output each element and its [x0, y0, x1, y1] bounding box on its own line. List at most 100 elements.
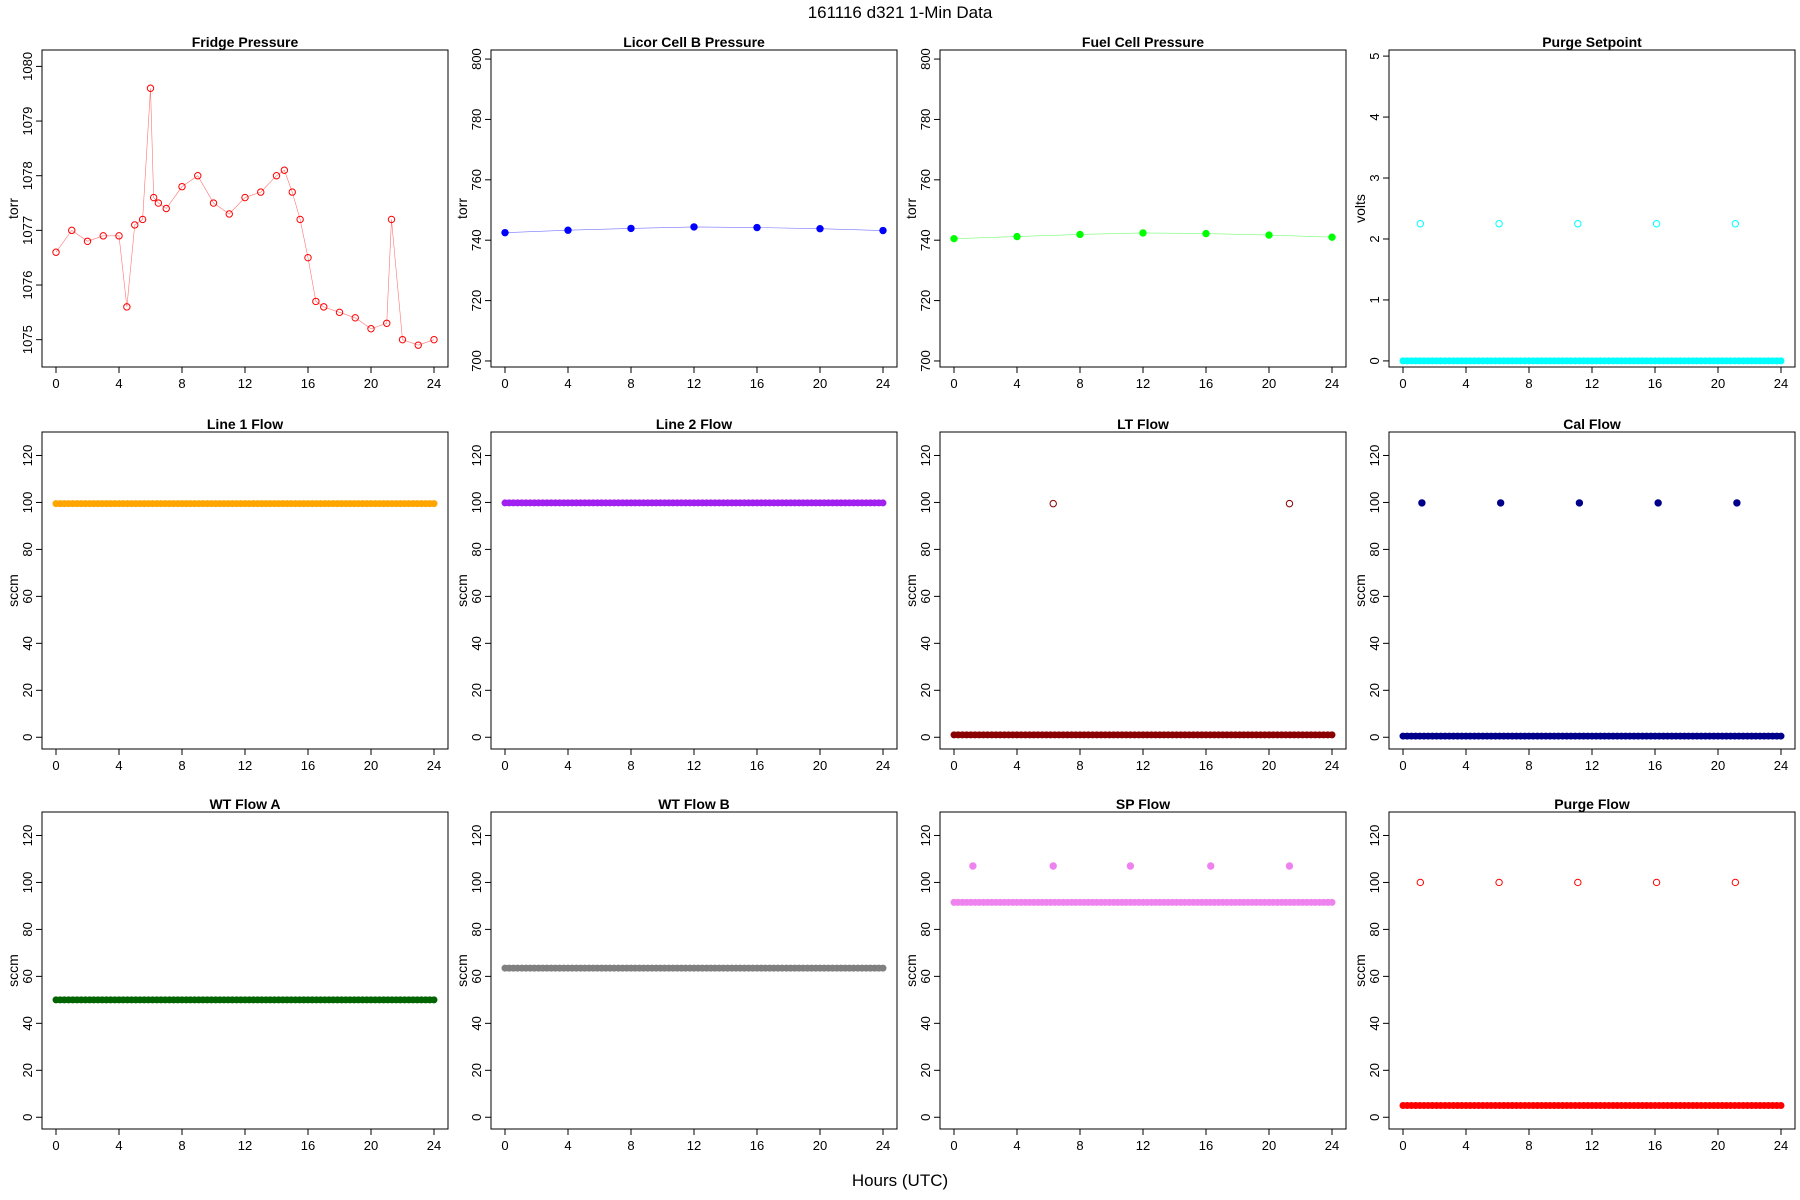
- x-tick-label: 20: [813, 376, 827, 391]
- data-point: [1428, 1102, 1436, 1110]
- x-tick-label: 8: [1076, 758, 1083, 773]
- data-point: [1500, 1102, 1508, 1110]
- x-tick-label: 0: [52, 1138, 59, 1153]
- data-point: [296, 215, 304, 224]
- data-point: [1135, 731, 1143, 739]
- data-point: [1068, 731, 1076, 739]
- data-point: [1659, 1102, 1667, 1110]
- y-tick-label: 40: [20, 636, 35, 650]
- data-point: [1739, 357, 1747, 365]
- data-point: [1416, 1102, 1424, 1110]
- panel-2: Licor Cell B Pressure torr 700 720 740 760 780…: [454, 34, 898, 391]
- x-tick-label: 20: [813, 1138, 827, 1153]
- data-point: [1626, 1102, 1634, 1110]
- data-point: [1089, 731, 1097, 739]
- data-point: [1748, 357, 1756, 365]
- data-point: [1777, 1102, 1785, 1110]
- y-tick-label: 740: [469, 229, 484, 251]
- data-point: [1643, 1102, 1651, 1110]
- data-point: [131, 221, 139, 229]
- data-point: [1487, 1102, 1495, 1110]
- y-tick-label: 20: [918, 683, 933, 697]
- data-point: [1248, 731, 1256, 739]
- data-point: [123, 303, 131, 311]
- x-tick-label: 4: [1462, 758, 1469, 773]
- data-point: [1680, 1102, 1688, 1110]
- data-point: [1655, 1102, 1663, 1110]
- y-tick-label: 80: [469, 542, 484, 556]
- panel-11: SP Flow sccm 0 20 40 60 80 100 120 0 4 8 12 16 20 24: [903, 796, 1347, 1153]
- data-point: [1773, 357, 1781, 365]
- y-axis-label: torr: [454, 198, 470, 219]
- plot-frame: [939, 49, 1347, 368]
- data-point: [1718, 357, 1726, 365]
- data-point: [1777, 357, 1785, 365]
- data-trend: [55, 88, 435, 346]
- x-tick-label: 24: [1325, 1138, 1339, 1153]
- y-tick-label: 20: [1367, 1063, 1382, 1077]
- x-tick-label: 16: [1648, 376, 1662, 391]
- data-point: [1559, 1102, 1567, 1110]
- data-point: [1563, 1102, 1571, 1110]
- data-point: [1164, 731, 1172, 739]
- panel-title: Licor Cell B Pressure: [623, 34, 765, 50]
- x-tick-label: 20: [1262, 758, 1276, 773]
- data-point: [1722, 357, 1730, 365]
- data-point: [1701, 357, 1709, 365]
- x-tick-label: 24: [1774, 758, 1788, 773]
- x-tick-label: 8: [178, 1138, 185, 1153]
- y-tick-label: 20: [469, 683, 484, 697]
- x-tick-label: 8: [178, 758, 185, 773]
- y-tick-label: 60: [1367, 589, 1382, 603]
- x-tick-label: 20: [1262, 1138, 1276, 1153]
- y-tick-label: 5: [1367, 52, 1382, 59]
- data-point: [1126, 862, 1135, 870]
- panel-1: Fridge Pressure torr 1075 1076 1077 1078 1079 1…: [5, 34, 449, 391]
- x-tick-label: 24: [1774, 376, 1788, 391]
- data-point: [1320, 731, 1328, 739]
- x-tick-label: 8: [178, 376, 185, 391]
- data-point: [1743, 1102, 1751, 1110]
- y-axis-label: sccm: [1352, 574, 1368, 607]
- y-axis-label: sccm: [1352, 954, 1368, 987]
- data-point: [335, 308, 344, 317]
- data-point: [1307, 731, 1315, 739]
- panel-title: Fuel Cell Pressure: [1082, 34, 1204, 50]
- data-point: [1588, 1102, 1596, 1110]
- data-point: [1139, 731, 1147, 739]
- y-tick-label: 120: [1367, 825, 1382, 847]
- data-point: [83, 237, 92, 245]
- data-point: [1026, 731, 1034, 739]
- x-tick-label: 8: [627, 758, 634, 773]
- y-tick-label: 720: [918, 290, 933, 312]
- panel-title: WT Flow A: [209, 796, 280, 812]
- data-point: [1458, 357, 1466, 365]
- data-point: [1542, 357, 1550, 365]
- data-point: [1202, 731, 1210, 739]
- y-axis-label: sccm: [903, 574, 919, 607]
- data-point: [1584, 357, 1592, 365]
- x-tick-label: 16: [1199, 1138, 1213, 1153]
- y-tick-label: 0: [1367, 734, 1382, 741]
- data-point: [1739, 1102, 1747, 1110]
- data-point: [1512, 1102, 1520, 1110]
- data-point: [1718, 1102, 1726, 1110]
- data-point: [1244, 731, 1252, 739]
- data-point: [1647, 357, 1655, 365]
- data-point: [1693, 357, 1701, 365]
- y-tick-label: 700: [469, 350, 484, 372]
- x-tick-label: 0: [52, 758, 59, 773]
- data-point: [1574, 878, 1582, 887]
- data-point: [1655, 357, 1663, 365]
- x-tick-label: 12: [1585, 376, 1599, 391]
- y-tick-label: 100: [20, 872, 35, 894]
- plot-frame: [41, 811, 449, 1130]
- data-point: [979, 731, 987, 739]
- data-point: [1735, 1102, 1743, 1110]
- data-point: [1466, 357, 1474, 365]
- panel-title: Fridge Pressure: [192, 34, 299, 50]
- data-point: [178, 182, 186, 191]
- data-point: [1756, 1102, 1764, 1110]
- data-point: [1454, 357, 1462, 365]
- data-point: [1592, 357, 1600, 365]
